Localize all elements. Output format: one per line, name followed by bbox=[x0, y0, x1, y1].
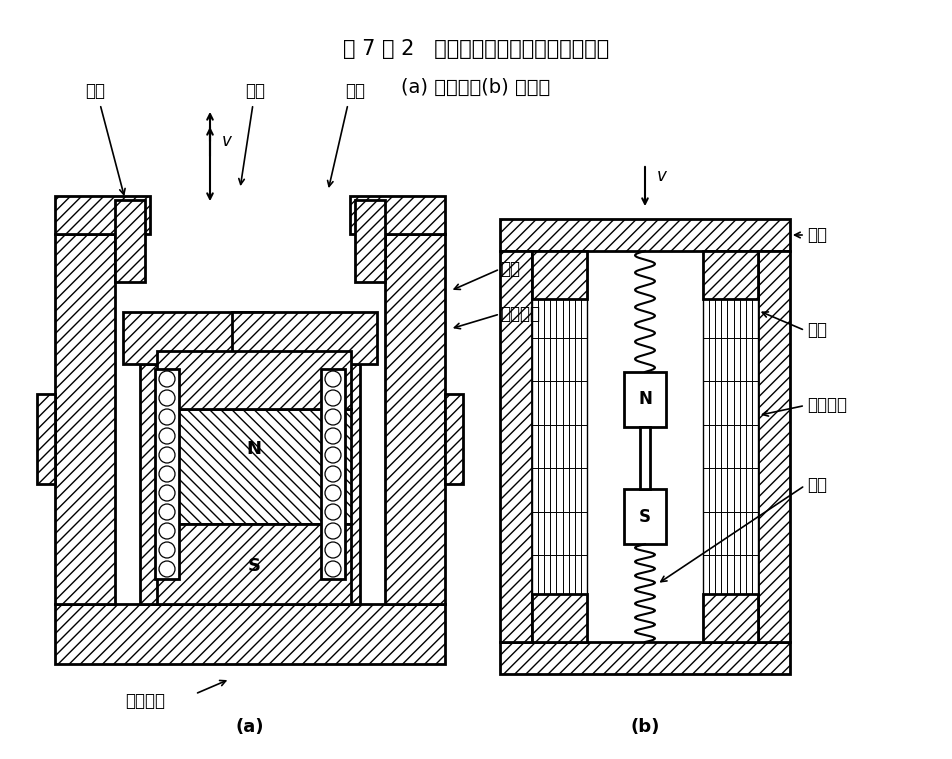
Text: S: S bbox=[248, 557, 260, 575]
Bar bbox=[500, 219, 789, 251]
Bar bbox=[531, 594, 586, 642]
Bar bbox=[624, 372, 665, 427]
Bar bbox=[55, 604, 445, 664]
Bar bbox=[157, 524, 350, 604]
Text: 图 7 － 2   恒磁通式磁电传感器结构原理图: 图 7 － 2 恒磁通式磁电传感器结构原理图 bbox=[343, 39, 608, 59]
Bar bbox=[703, 251, 757, 642]
Bar bbox=[703, 594, 757, 642]
Bar bbox=[37, 394, 55, 484]
Bar bbox=[115, 200, 145, 282]
Text: 永久磁铁: 永久磁铁 bbox=[806, 396, 846, 414]
Text: N: N bbox=[247, 440, 261, 458]
Text: 补偿线圈: 补偿线圈 bbox=[500, 305, 540, 323]
Bar bbox=[531, 251, 586, 642]
Text: 线圈: 线圈 bbox=[806, 322, 826, 339]
Bar bbox=[318, 364, 360, 604]
Bar bbox=[157, 351, 350, 409]
Bar bbox=[757, 251, 789, 642]
Bar bbox=[349, 196, 445, 234]
Text: N: N bbox=[638, 390, 651, 408]
Bar bbox=[123, 312, 268, 364]
Bar bbox=[385, 234, 445, 604]
Bar bbox=[157, 409, 350, 524]
Bar bbox=[640, 427, 649, 490]
Text: 弹簧: 弹簧 bbox=[85, 82, 105, 100]
Text: 永久磁铁: 永久磁铁 bbox=[125, 692, 165, 710]
Bar bbox=[355, 200, 385, 282]
Bar bbox=[703, 251, 757, 299]
Text: v: v bbox=[222, 132, 231, 150]
Bar bbox=[140, 364, 182, 604]
Bar bbox=[445, 394, 463, 484]
Bar bbox=[55, 196, 149, 234]
Bar bbox=[624, 490, 665, 544]
Bar bbox=[500, 642, 789, 674]
Text: (b): (b) bbox=[629, 718, 659, 736]
Text: 线圈: 线圈 bbox=[345, 82, 365, 100]
Text: v: v bbox=[656, 167, 666, 185]
Bar bbox=[231, 312, 377, 364]
Text: S: S bbox=[639, 508, 650, 526]
Text: 弹簧: 弹簧 bbox=[806, 477, 826, 494]
Bar bbox=[500, 251, 531, 642]
Text: 壳体: 壳体 bbox=[806, 226, 826, 244]
Text: 极掌: 极掌 bbox=[245, 82, 265, 100]
Text: (a): (a) bbox=[235, 718, 264, 736]
Bar bbox=[55, 234, 115, 604]
Bar bbox=[321, 369, 345, 579]
Text: (a) 动圈式；(b) 动铁式: (a) 动圈式；(b) 动铁式 bbox=[401, 77, 550, 96]
Text: 磁轭: 磁轭 bbox=[500, 260, 520, 278]
Bar bbox=[155, 369, 179, 579]
Bar bbox=[531, 251, 586, 299]
